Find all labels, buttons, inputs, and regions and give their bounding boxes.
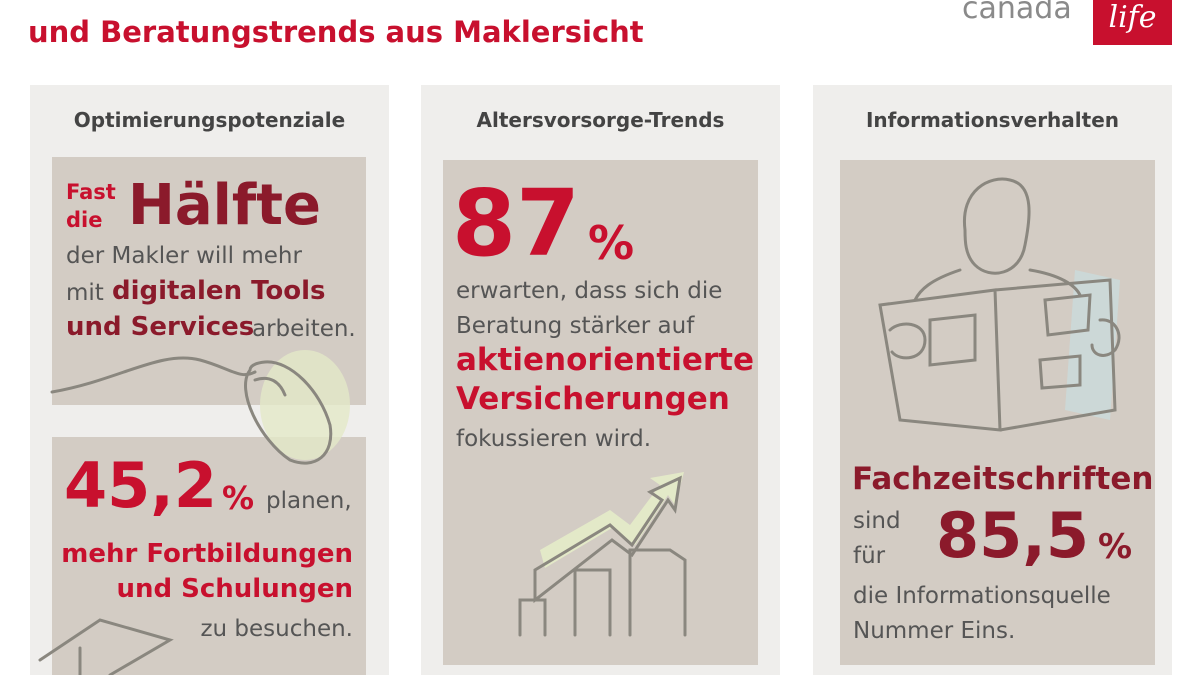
text-line: die Informationsquelle — [853, 583, 1111, 609]
highlight: und Schulungen — [116, 574, 353, 604]
unit: % — [222, 479, 255, 517]
text-line: arbeiten. — [252, 316, 356, 342]
text-line: Beratung stärker auf — [456, 313, 695, 339]
highlight: aktienorientierte — [456, 342, 754, 378]
text-line: erwarten, dass sich die — [456, 278, 723, 304]
highlight: Versicherungen — [456, 381, 730, 417]
unit: % — [1098, 527, 1133, 567]
headline: Hälfte — [128, 173, 321, 238]
panel-title: Informationsverhalten — [865, 108, 1120, 132]
text-line: mit — [66, 280, 104, 306]
big-number: 45,2 — [64, 449, 217, 522]
text-line: planen, — [266, 488, 352, 514]
big-number: 85,5 — [936, 499, 1089, 572]
title: und Beratungstrends aus Maklersicht — [28, 15, 644, 49]
panel-title: Altersvorsorge-Trends — [476, 108, 725, 132]
text-line: fokussieren wird. — [456, 426, 652, 452]
unit: % — [588, 216, 635, 270]
panel-title: Optimierungspotenziale — [73, 108, 346, 132]
card — [443, 160, 758, 665]
headline: Fachzeitschriften — [852, 461, 1154, 497]
logo-mark: life — [1093, 0, 1172, 45]
big-number: 87 — [452, 170, 581, 277]
highlight: und Services — [66, 312, 255, 342]
text-line: Nummer Eins. — [853, 618, 1016, 644]
text-line: zu besuchen. — [200, 616, 353, 642]
text-line: der Makler will mehr — [66, 243, 302, 269]
text-line: für — [853, 543, 886, 569]
logo-brand: canada — [962, 0, 1072, 26]
pre-text: Fast — [66, 180, 116, 204]
card — [52, 437, 366, 675]
highlight: digitalen Tools — [112, 276, 326, 306]
pre-text: die — [66, 208, 103, 232]
highlight: mehr Fortbildungen — [61, 539, 353, 569]
text-line: sind — [853, 508, 901, 534]
